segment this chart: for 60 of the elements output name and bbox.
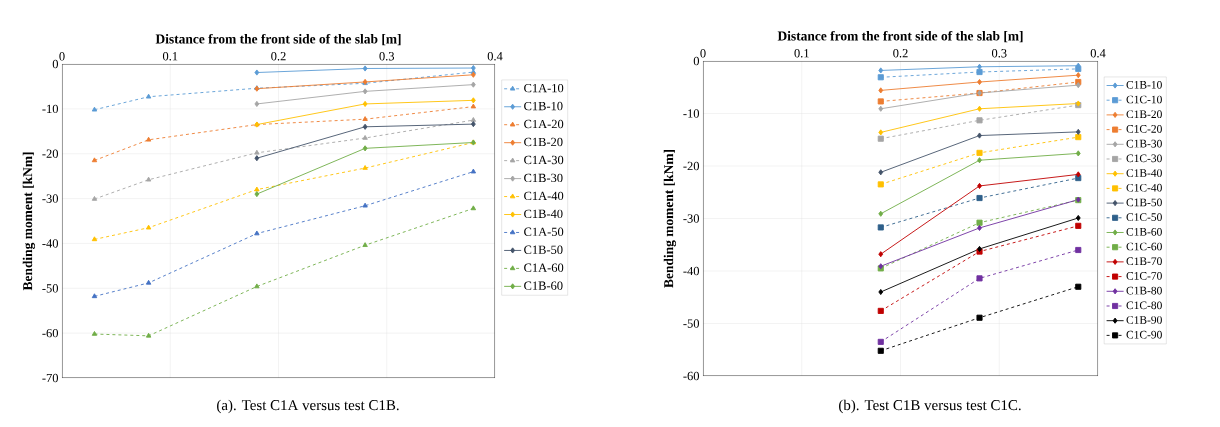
y-tick-label: -50	[42, 284, 59, 293]
legend-label: C1C-10	[1126, 95, 1162, 104]
y-tick-label: -10	[42, 104, 59, 114]
legend-label: C1C-40	[1126, 183, 1162, 192]
legend-label: C1B-50	[1126, 198, 1162, 207]
legend-label: C1B-60	[1126, 227, 1162, 236]
legend-label: C1B-20	[1126, 110, 1162, 119]
y-axis-title: Bending moment [kNm]	[22, 152, 36, 291]
text: (a). Test C1A versus test C1B.	[217, 399, 399, 414]
y-tick-label: -20	[42, 149, 59, 158]
x-tick-label: 0.4	[1090, 49, 1106, 58]
legend-label: C1C-50	[1126, 213, 1162, 221]
legend-label: C1A-10	[524, 83, 564, 93]
x-tick-label: 0	[700, 49, 706, 58]
y-tick-label: -70	[42, 373, 59, 383]
legend-label: C1B-90	[1126, 316, 1162, 324]
legend-label: C1C-70	[1126, 272, 1162, 280]
x-tick-label: 0.1	[162, 52, 178, 61]
y-tick-label: -40	[683, 266, 700, 276]
legend-label: C1B-40	[524, 209, 563, 219]
legend-label: C1A-20	[524, 119, 564, 129]
legend-label: C1A-40	[524, 191, 564, 201]
y-tick-label: -60	[683, 371, 700, 381]
y-axis-title: Bending moment [kNm]	[663, 150, 677, 288]
y-tick-label: -60	[42, 328, 59, 338]
legend-label: C1B-40	[1126, 169, 1162, 177]
x-tick-label: 0.3	[991, 49, 1007, 58]
legend-label: C1C-90	[1126, 330, 1162, 339]
y-tick-label: -20	[683, 161, 700, 171]
x-tick-label: 0.4	[487, 52, 503, 61]
legend-label: C1A-60	[524, 263, 564, 272]
legend-label: C1B-20	[524, 137, 563, 147]
legend-label: C1B-50	[524, 245, 563, 254]
legend-label: C1B-30	[524, 173, 563, 183]
x-tick-label: 0.1	[794, 49, 809, 58]
legend-label: C1C-60	[1126, 242, 1162, 251]
legend-label: C1A-30	[524, 155, 564, 165]
legend-label: C1B-10	[1126, 80, 1162, 89]
y-tick-label: -10	[683, 109, 700, 118]
legend-label: C1B-60	[524, 281, 563, 290]
y-tick-label: 0	[52, 59, 59, 69]
x-tick-label: 0.3	[379, 52, 395, 61]
x-tick-label: 0.2	[893, 49, 908, 58]
y-tick-label: -30	[42, 194, 59, 203]
legend-label: C1B-80	[1126, 286, 1162, 295]
x-tick-label: 0.2	[271, 52, 286, 61]
text: (b). Test C1B versus test C1C.	[839, 399, 1021, 414]
legend-label: C1B-30	[1126, 139, 1162, 148]
x-tick-label: 0	[59, 52, 65, 61]
y-tick-label: -30	[683, 214, 700, 223]
legend-label: C1C-30	[1126, 154, 1162, 163]
legend-label: C1C-80	[1126, 301, 1162, 310]
x-axis-title: Distance from the front side of the slab [m]	[155, 33, 401, 46]
y-tick-label: -50	[683, 319, 700, 328]
legend-label: C1A-50	[524, 227, 564, 236]
legend-label: C1B-70	[1126, 257, 1162, 266]
y-tick-label: -40	[42, 239, 59, 248]
legend-label: C1C-20	[1126, 125, 1162, 133]
legend-label: C1B-10	[524, 101, 563, 111]
x-axis-title: Distance from the front side of the slab [m]	[777, 30, 1023, 43]
